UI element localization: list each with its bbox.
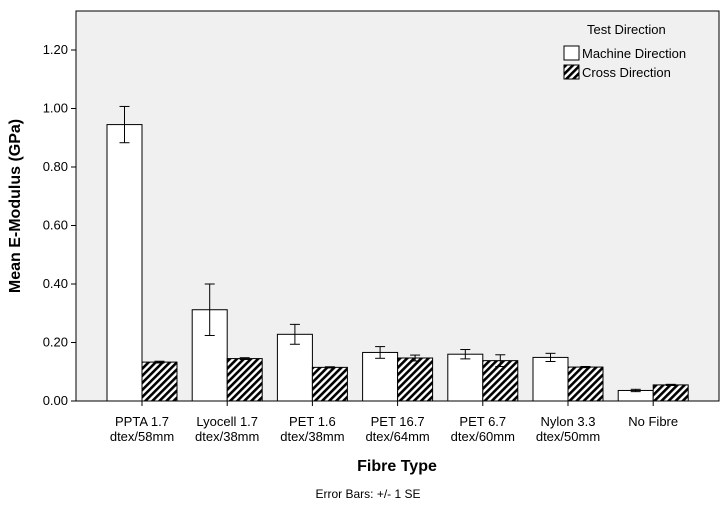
legend-swatch-machine bbox=[563, 45, 580, 61]
bar-machine bbox=[276, 333, 313, 402]
y-tick-label: 0.00 bbox=[43, 393, 68, 408]
legend: Test Direction Machine Direction Cross Di… bbox=[563, 22, 686, 80]
y-tick-label: 0.20 bbox=[43, 335, 68, 350]
x-axis-title: Fibre Type bbox=[357, 458, 437, 475]
x-tick-label: Nylon 3.3 bbox=[541, 414, 596, 429]
bar-machine bbox=[532, 356, 569, 402]
bar-cross bbox=[141, 361, 178, 402]
y-tick-label: 0.60 bbox=[43, 218, 68, 233]
x-tick-label: Lyocell 1.7 bbox=[196, 414, 258, 429]
y-tick-label: 0.40 bbox=[43, 276, 68, 291]
y-tick-label: 1.20 bbox=[43, 42, 68, 57]
bar-machine bbox=[447, 353, 484, 402]
x-tick-label: dtex/60mm bbox=[451, 429, 515, 444]
x-tick-label: dtex/64mm bbox=[365, 429, 429, 444]
y-tick-label: 1.00 bbox=[43, 101, 68, 116]
x-tick-label: PPTA 1.7 bbox=[115, 414, 169, 429]
legend-label: Machine Direction bbox=[582, 46, 686, 61]
y-axis-title: Mean E-Modulus (GPa) bbox=[7, 119, 24, 293]
footnote: Error Bars: +/- 1 SE bbox=[315, 487, 420, 501]
x-tick-label: dtex/58mm bbox=[110, 429, 174, 444]
bar-cross bbox=[397, 357, 434, 402]
bar-cross bbox=[652, 384, 689, 402]
y-axis: 0.00 0.20 0.40 0.60 0.80 1.00 1.20 bbox=[43, 42, 76, 408]
legend-swatch-cross bbox=[563, 64, 580, 80]
x-tick-label: dtex/38mm bbox=[195, 429, 259, 444]
bar-cross bbox=[311, 366, 348, 402]
bars-layer bbox=[106, 105, 689, 402]
plot-background bbox=[75, 10, 720, 402]
x-tick-label: dtex/38mm bbox=[280, 429, 344, 444]
x-tick-label: PET 16.7 bbox=[371, 414, 425, 429]
bar-cross bbox=[482, 360, 519, 402]
legend-label: Cross Direction bbox=[582, 65, 671, 80]
x-tick-label: PET 1.6 bbox=[289, 414, 336, 429]
x-tick-label: No Fibre bbox=[628, 414, 678, 429]
x-tick-label: dtex/50mm bbox=[536, 429, 600, 444]
bar-cross bbox=[226, 358, 263, 402]
legend-title: Test Direction bbox=[587, 22, 666, 37]
bar-cross bbox=[567, 366, 604, 402]
y-tick-label: 0.80 bbox=[43, 159, 68, 174]
bar-machine bbox=[106, 124, 143, 402]
bar-machine bbox=[362, 351, 399, 402]
x-tick-label: PET 6.7 bbox=[459, 414, 506, 429]
